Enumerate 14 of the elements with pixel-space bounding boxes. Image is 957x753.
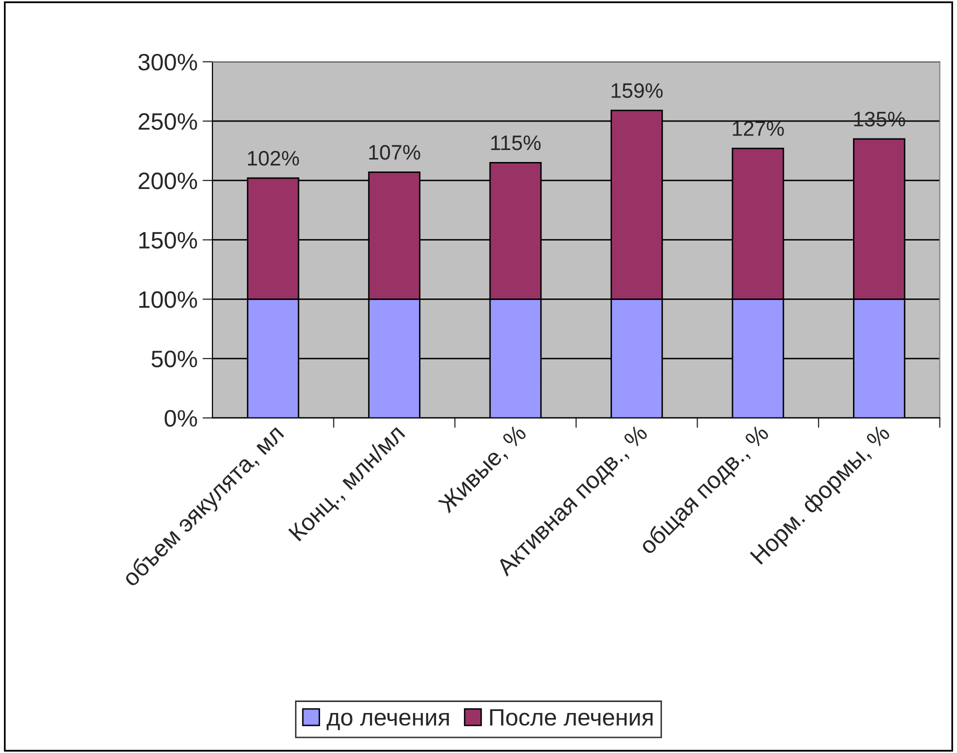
data-label: 115% <box>491 136 541 150</box>
legend-label: до лечения <box>326 712 449 730</box>
data-label: 102% <box>248 150 299 166</box>
data-label: 159% <box>612 83 663 98</box>
y-tick-label: 200% <box>138 172 198 190</box>
legend-label: После лечения <box>490 709 653 726</box>
y-tick-label: 100% <box>139 291 198 308</box>
y-tick-label: 300% <box>138 54 198 71</box>
y-tick-label: 50% <box>152 350 198 368</box>
data-label: 127% <box>732 121 784 136</box>
y-tick-label: 150% <box>139 232 198 249</box>
y-tick-label: 0% <box>164 410 198 427</box>
data-label: 107% <box>369 144 420 160</box>
y-tick-label: 250% <box>138 113 198 130</box>
